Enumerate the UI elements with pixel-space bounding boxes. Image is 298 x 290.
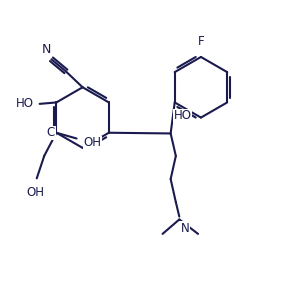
Text: N: N: [41, 43, 51, 56]
Text: F: F: [198, 35, 204, 48]
Text: HO: HO: [173, 110, 192, 122]
Text: C: C: [47, 126, 55, 139]
Text: OH: OH: [84, 136, 102, 149]
Text: HO: HO: [16, 97, 34, 110]
Text: N: N: [181, 222, 190, 235]
Text: OH: OH: [26, 186, 44, 199]
